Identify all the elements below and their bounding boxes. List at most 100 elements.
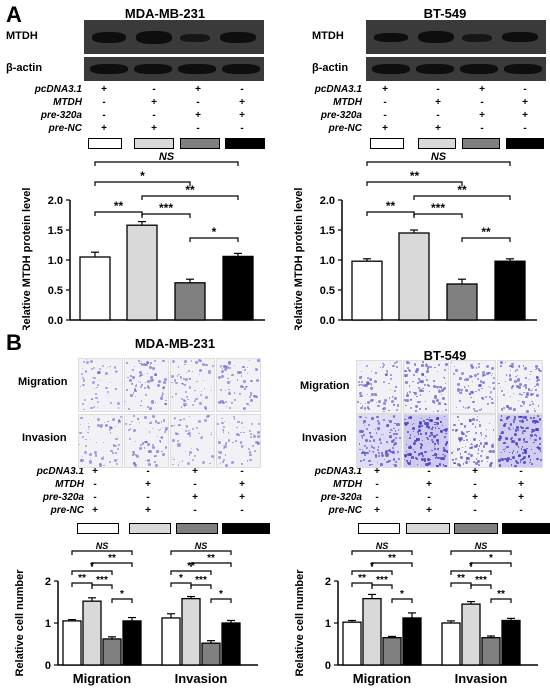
- cond-label: MTDH: [53, 97, 82, 108]
- western-blot-mtdh-right: [366, 20, 546, 54]
- sign: -: [146, 492, 150, 503]
- cond-label: MTDH: [333, 479, 362, 490]
- y-tick-label: 1.5: [320, 225, 335, 237]
- western-blot-actin-left: [84, 57, 264, 81]
- sig-label: ***: [431, 201, 445, 215]
- sig-label: ***: [376, 575, 388, 586]
- sig-bracket: [94, 161, 239, 166]
- sig-label: **: [207, 553, 215, 564]
- sig-label: *: [370, 561, 374, 572]
- bar: [446, 283, 478, 321]
- sign: -: [383, 110, 387, 121]
- sig-label: NS: [475, 541, 488, 551]
- sig-bracket: [190, 562, 232, 567]
- row-label-migration-right: Migration: [300, 380, 350, 392]
- sig-label: *: [212, 225, 217, 239]
- sig-label: *: [469, 561, 473, 572]
- right-cell-title: BT-549: [423, 6, 467, 21]
- sign: +: [382, 84, 388, 95]
- sig-label: NS: [159, 151, 175, 163]
- sign: +: [101, 84, 107, 95]
- sign: -: [93, 492, 97, 503]
- sign: +: [435, 97, 441, 108]
- bar: [342, 621, 362, 666]
- sign: -: [519, 466, 523, 477]
- legend-swatch-group2: [129, 523, 171, 534]
- y-tick-label: 2.0: [48, 195, 63, 207]
- cond-label: pcDNA3.1: [314, 84, 362, 95]
- sign: +: [426, 479, 432, 490]
- sign: +: [472, 466, 478, 477]
- sig-label: ***: [96, 575, 108, 586]
- cond-label: MTDH: [55, 479, 84, 490]
- sig-bracket: [91, 562, 133, 567]
- sig-label: **: [358, 573, 366, 584]
- sig-bracket: [450, 570, 492, 575]
- bar: [174, 282, 206, 321]
- sig-bracket: [490, 598, 512, 603]
- bar: [494, 260, 526, 321]
- legend-swatch-group3: [454, 523, 498, 534]
- microscopy-image: [124, 414, 169, 468]
- sign: -: [240, 84, 244, 95]
- sig-label: **: [481, 225, 491, 239]
- sign: +: [239, 97, 245, 108]
- sign: -: [427, 492, 431, 503]
- sign: +: [239, 479, 245, 490]
- bar: [222, 255, 254, 321]
- microscopy-image: [403, 360, 449, 414]
- sign: -: [102, 110, 106, 121]
- sig-label: **: [185, 183, 195, 197]
- y-tick-label: 1: [45, 618, 51, 630]
- microscopy-image: [403, 414, 449, 468]
- sign: +: [145, 505, 151, 516]
- legend-swatch-group3: [462, 138, 500, 149]
- sig-label: ***: [159, 201, 173, 215]
- sig-bracket: [413, 213, 463, 218]
- legend-swatch-group4: [222, 523, 270, 534]
- sign: +: [195, 110, 201, 121]
- bar: [501, 619, 521, 666]
- legend-swatch-group2: [406, 523, 450, 534]
- sig-label: NS: [431, 151, 447, 163]
- sig-bracket: [189, 237, 239, 242]
- y-tick-label: 1.0: [320, 255, 335, 267]
- sign: -: [196, 97, 200, 108]
- bar: [481, 637, 501, 666]
- sig-bracket: [351, 570, 393, 575]
- sign: +: [435, 123, 441, 134]
- sign: +: [522, 97, 528, 108]
- sig-bracket: [470, 562, 512, 567]
- sig-label: *: [90, 561, 94, 572]
- sign: -: [193, 505, 197, 516]
- sig-bracket: [170, 550, 232, 555]
- y-tick-label: 2: [45, 576, 51, 588]
- sig-label: **: [497, 589, 505, 600]
- sign: +: [374, 505, 380, 516]
- western-blot-actin-right: [366, 57, 546, 81]
- bar: [351, 260, 383, 321]
- panel-a-letter: A: [6, 2, 22, 27]
- sig-label: *: [140, 169, 145, 183]
- sign: +: [479, 110, 485, 121]
- y-tick-label: 0.5: [320, 285, 335, 297]
- bar: [161, 617, 181, 666]
- cond-label: pcDNA3.1: [314, 466, 362, 477]
- legend-swatch-group4: [506, 138, 544, 149]
- legend-swatch-group2: [134, 138, 174, 149]
- sign: -: [196, 123, 200, 134]
- x-category-label: Migration: [353, 671, 412, 686]
- sign: -: [480, 97, 484, 108]
- bar: [126, 224, 158, 321]
- bar: [62, 620, 82, 666]
- legend-swatch-group2: [418, 138, 456, 149]
- y-tick-label: 0.0: [48, 315, 63, 327]
- sig-bracket: [371, 584, 393, 589]
- microscopy-image: [78, 414, 123, 468]
- sig-bracket: [190, 584, 212, 589]
- sign: +: [192, 492, 198, 503]
- legend-swatch-group4: [502, 523, 550, 534]
- sign: -: [146, 466, 150, 477]
- bar: [122, 620, 142, 666]
- y-tick-label: 1: [325, 618, 331, 630]
